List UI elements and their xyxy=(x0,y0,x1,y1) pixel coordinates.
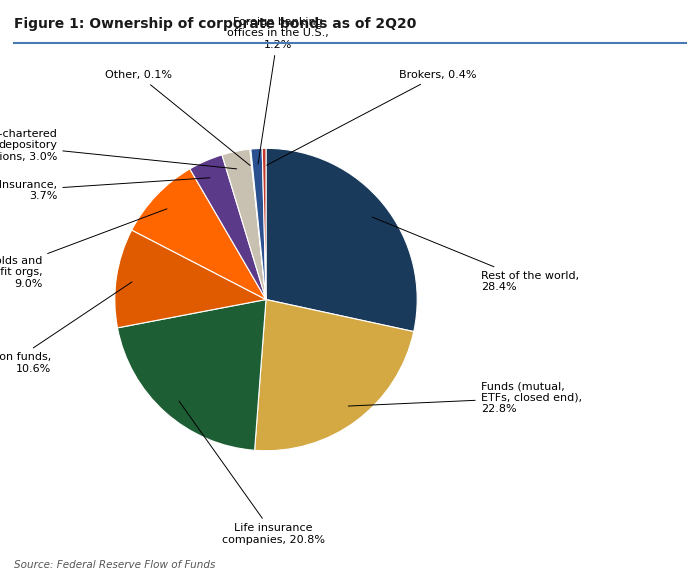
Text: Rest of the world,
28.4%: Rest of the world, 28.4% xyxy=(372,217,579,292)
Text: Brokers, 0.4%: Brokers, 0.4% xyxy=(267,70,477,165)
Text: P&C Insurance,
3.7%: P&C Insurance, 3.7% xyxy=(0,178,210,202)
Wedge shape xyxy=(118,300,266,450)
Text: Foreign banking
offices in the U.S.,
1.2%: Foreign banking offices in the U.S., 1.2… xyxy=(228,17,329,164)
Wedge shape xyxy=(262,149,266,300)
Wedge shape xyxy=(222,149,266,300)
Text: Other, 0.1%: Other, 0.1% xyxy=(105,70,250,165)
Text: U.S.-chartered
depository
institutions, 3.0%: U.S.-chartered depository institutions, … xyxy=(0,128,237,169)
Text: Households and
nonprofit orgs,
9.0%: Households and nonprofit orgs, 9.0% xyxy=(0,209,167,289)
Wedge shape xyxy=(115,230,266,328)
Text: Pension funds,
10.6%: Pension funds, 10.6% xyxy=(0,282,132,374)
Text: Funds (mutual,
ETFs, closed end),
22.8%: Funds (mutual, ETFs, closed end), 22.8% xyxy=(349,381,582,414)
Wedge shape xyxy=(251,149,266,300)
Wedge shape xyxy=(266,149,417,332)
Wedge shape xyxy=(132,169,266,300)
Wedge shape xyxy=(250,149,266,300)
Wedge shape xyxy=(255,300,414,450)
Text: Life insurance
companies, 20.8%: Life insurance companies, 20.8% xyxy=(179,401,325,545)
Text: Source: Federal Reserve Flow of Funds: Source: Federal Reserve Flow of Funds xyxy=(14,560,216,570)
Text: Figure 1: Ownership of corporate bonds as of 2Q20: Figure 1: Ownership of corporate bonds a… xyxy=(14,17,416,31)
Wedge shape xyxy=(190,155,266,300)
